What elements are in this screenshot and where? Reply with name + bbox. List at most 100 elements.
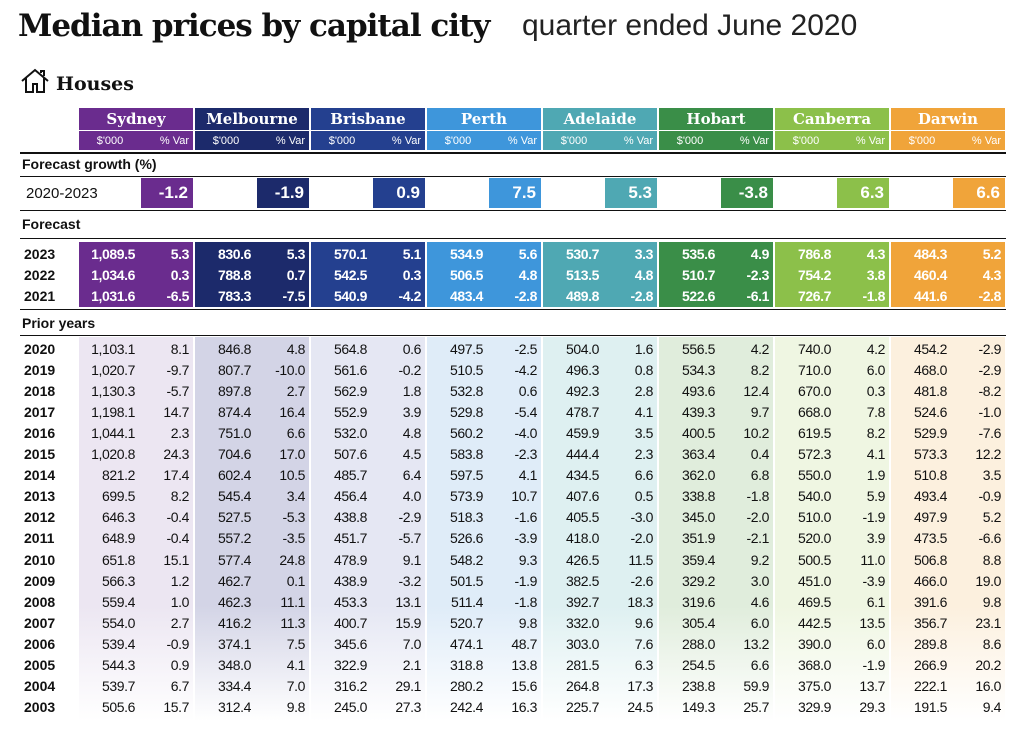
price: 407.6 [565, 488, 599, 505]
pct-var: 23.1 [975, 614, 1001, 631]
price: 497.5 [449, 340, 483, 357]
section-title: Houses [56, 73, 134, 95]
price: 897.8 [217, 382, 251, 399]
price: 505.6 [101, 699, 135, 716]
pct-var: -2.9 [398, 509, 421, 526]
price: 254.5 [681, 657, 715, 673]
pct-var: -2.6 [630, 572, 653, 589]
price: 462.3 [217, 593, 251, 610]
pct-var: 59.9 [743, 678, 769, 695]
pct-var: 3.3 [634, 245, 654, 262]
year-label: 2019 [24, 361, 56, 378]
price: 754.2 [797, 266, 831, 283]
pct-var: -4.0 [514, 424, 537, 441]
pct-var: 29.1 [395, 678, 421, 695]
price: 468.0 [913, 361, 947, 378]
pct-var: -1.8 [746, 488, 769, 505]
pct-var: 5.2 [982, 245, 1002, 262]
forecast-bg [311, 242, 425, 307]
price: 462.7 [217, 572, 251, 589]
price: 572.3 [797, 446, 831, 462]
city-header: Melbourne [195, 108, 309, 130]
forecast-bg [543, 242, 657, 307]
pct-var: -2.3 [746, 266, 769, 283]
pct-var: 13.5 [859, 614, 885, 631]
pct-var: 16.0 [975, 678, 1001, 695]
year-label: 2018 [24, 382, 56, 399]
rule [20, 210, 1006, 211]
price: 573.3 [913, 446, 947, 462]
price: 492.3 [565, 382, 599, 399]
house-icon [21, 68, 49, 93]
pct-var: 15.9 [395, 614, 421, 631]
price: 526.6 [449, 530, 483, 547]
price: 788.8 [217, 266, 251, 283]
price: 583.8 [449, 446, 483, 462]
pct-var: -6.5 [166, 287, 189, 304]
pct-var: -3.0 [630, 509, 653, 526]
pct-var: 7.5 [286, 635, 306, 652]
pct-var: -1.8 [514, 593, 537, 610]
price: 535.6 [681, 245, 715, 262]
pct-var: -7.6 [978, 424, 1001, 441]
price: 438.8 [333, 509, 367, 526]
price: 322.9 [333, 657, 367, 673]
pct-var: 9.7 [750, 403, 770, 420]
price: 345.0 [681, 509, 715, 526]
pct-var: 6.0 [750, 614, 770, 631]
pct-var: 8.6 [982, 635, 1002, 652]
price: 821.2 [101, 467, 135, 484]
price: 540.9 [333, 287, 367, 304]
title: Median prices by capital city [18, 8, 490, 44]
price: 534.9 [449, 245, 483, 262]
price: 511.4 [451, 593, 483, 610]
pct-var: -3.2 [398, 572, 421, 589]
pct-var: 8.2 [170, 488, 190, 505]
price: 573.9 [449, 488, 483, 505]
price: 460.4 [913, 266, 947, 283]
section-heading: Forecast [22, 216, 81, 232]
column-header: % Var [721, 131, 773, 150]
column-tint [427, 337, 541, 721]
price: 504.0 [565, 340, 599, 357]
price: 539.7 [101, 678, 135, 695]
price: 478.7 [565, 403, 599, 420]
price: 222.1 [913, 678, 947, 695]
price: 400.5 [681, 424, 715, 441]
pct-var: 9.4 [982, 699, 1002, 716]
pct-var: 3.9 [402, 403, 422, 420]
price: 329.9 [797, 699, 831, 716]
price: 1,020.8 [91, 446, 135, 462]
price: 348.0 [217, 657, 251, 673]
price: 453.3 [333, 593, 367, 610]
price: 740.0 [797, 340, 831, 357]
pct-var: -1.9 [514, 572, 537, 589]
pct-var: 9.8 [518, 614, 538, 631]
pct-var: 13.7 [859, 678, 885, 695]
price: 556.5 [681, 340, 715, 357]
price: 529.8 [449, 403, 483, 420]
pct-var: 15.7 [163, 699, 189, 716]
price: 1,089.5 [91, 245, 135, 262]
pct-var: 4.2 [750, 340, 770, 357]
price: 456.4 [333, 488, 367, 505]
price: 374.1 [217, 635, 251, 652]
price: 807.7 [217, 361, 251, 378]
price: 312.4 [217, 699, 251, 716]
price: 548.2 [449, 551, 483, 568]
price: 382.5 [565, 572, 599, 589]
year-label: 2022 [24, 266, 56, 283]
pct-var: 15.1 [163, 551, 189, 568]
pct-var: 0.6 [518, 382, 538, 399]
column-header: $'000 [195, 131, 257, 150]
pct-var: -0.4 [166, 530, 189, 547]
price: 561.6 [333, 361, 367, 378]
price: 459.9 [565, 424, 599, 441]
pct-var: 10.5 [279, 467, 305, 484]
growth-value: -1.2 [141, 178, 193, 208]
pct-var: -6.1 [746, 287, 769, 304]
pct-var: 0.8 [634, 361, 654, 378]
year-label: 2005 [24, 657, 56, 673]
price: 532.0 [333, 424, 367, 441]
pct-var: -3.9 [514, 530, 537, 547]
